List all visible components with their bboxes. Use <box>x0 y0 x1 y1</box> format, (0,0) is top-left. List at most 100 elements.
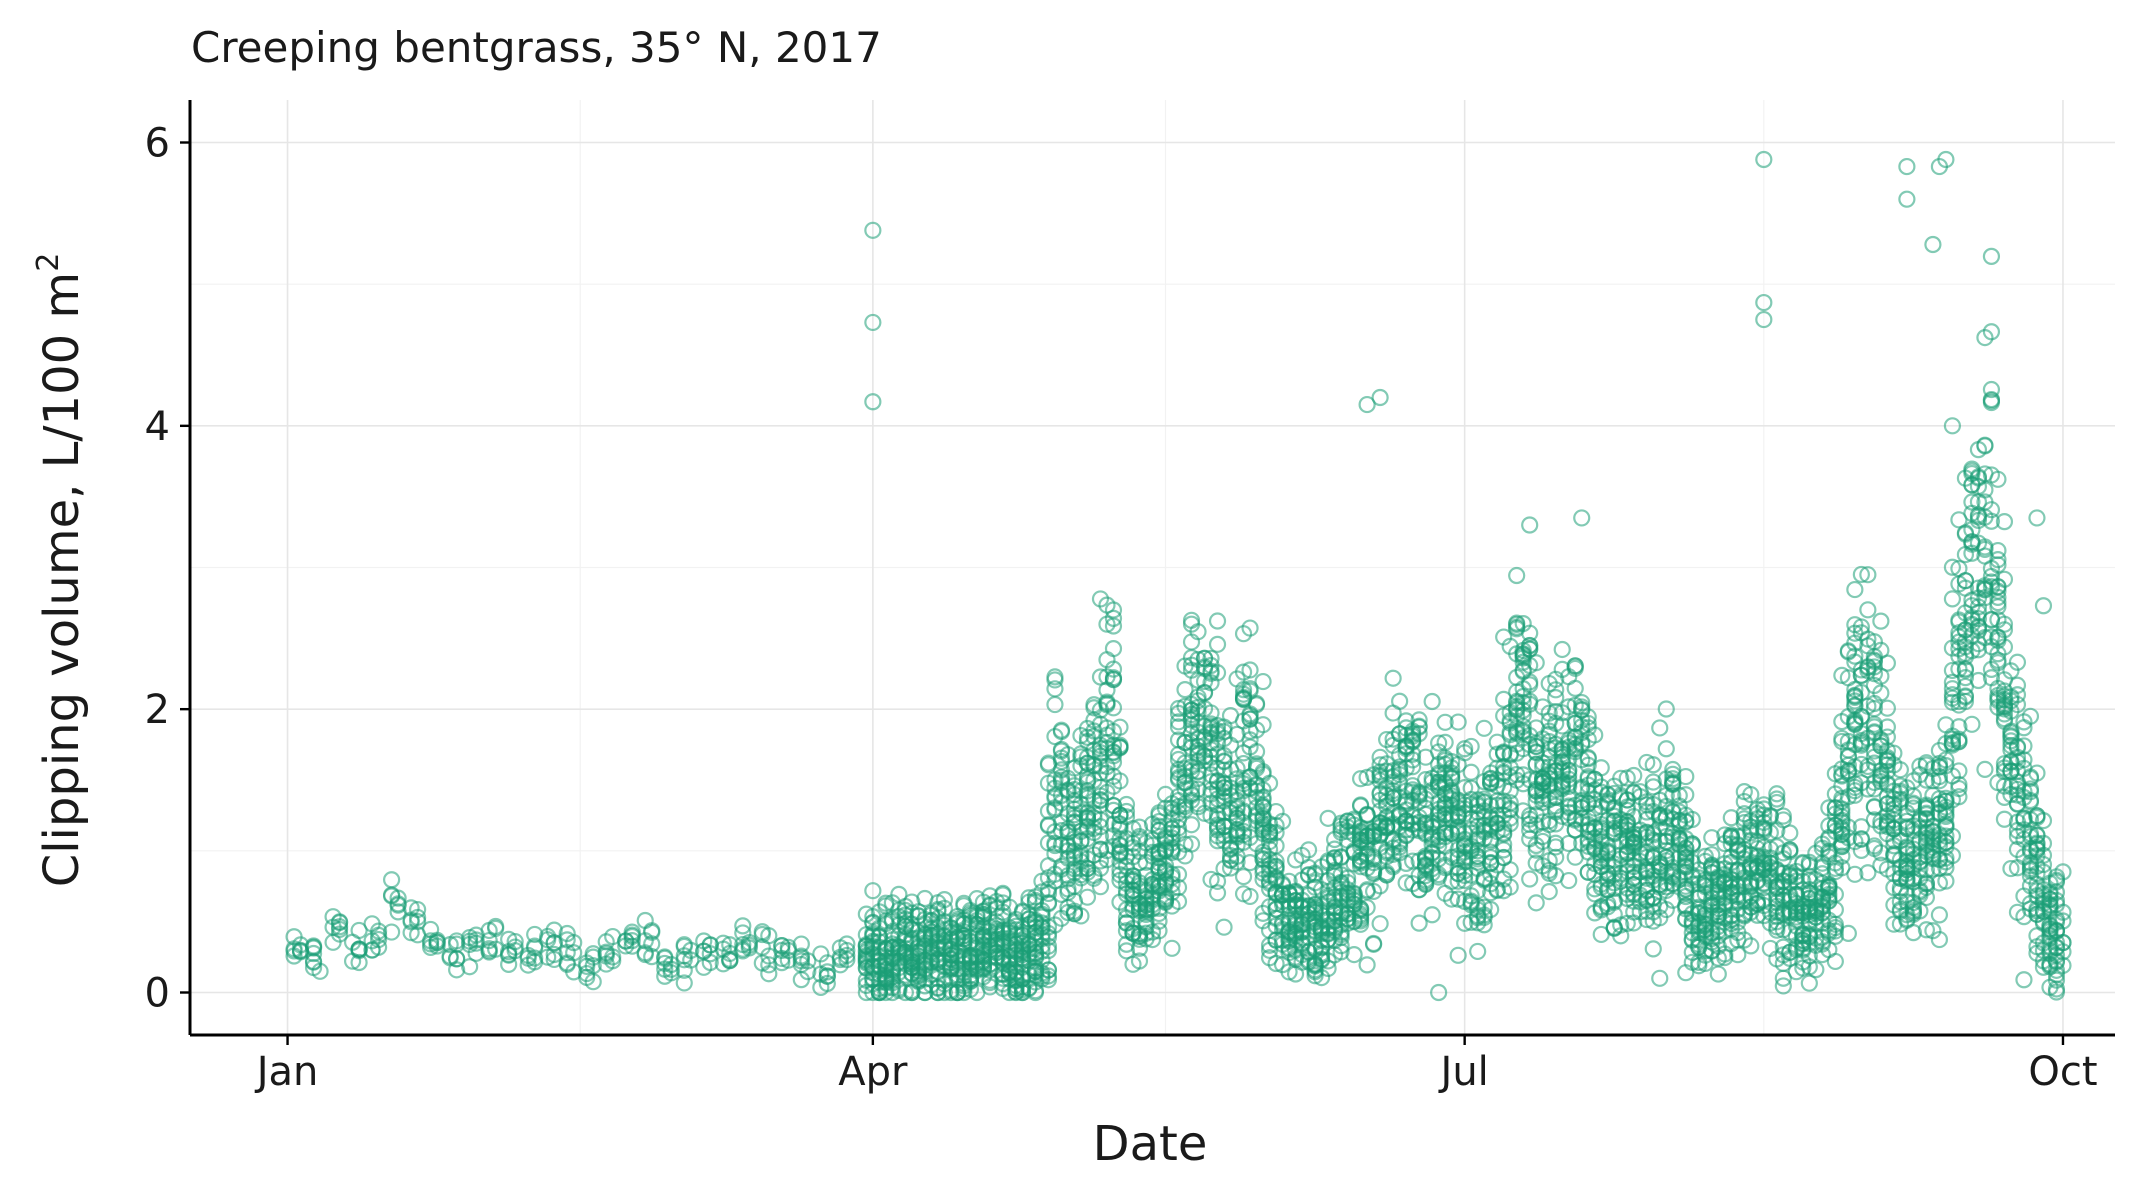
data-point <box>1111 736 1129 754</box>
data-point <box>994 884 1012 903</box>
data-point <box>734 917 752 935</box>
data-point <box>1182 708 1201 726</box>
data-point <box>1260 949 1279 967</box>
data-point <box>1410 717 1428 735</box>
data-point <box>2034 597 2053 615</box>
data-point <box>1566 679 1584 697</box>
data-point <box>1306 864 1324 882</box>
data-point <box>1430 734 1448 752</box>
data-point <box>1312 944 1331 962</box>
data-point <box>1150 912 1168 930</box>
data-point <box>1358 898 1376 917</box>
data-point <box>1163 865 1181 883</box>
data-point <box>1553 640 1571 659</box>
data-point <box>695 932 713 950</box>
data-point <box>1091 818 1110 836</box>
data-point <box>1378 817 1396 835</box>
x-tick-label: Apr <box>838 1049 908 1095</box>
data-point <box>1228 853 1246 871</box>
chart-title: Creeping bentgrass, 35° N, 2017 <box>191 23 882 72</box>
data-point <box>656 954 674 973</box>
data-point <box>1384 669 1402 687</box>
data-point <box>623 932 641 950</box>
data-point <box>363 941 381 959</box>
data-point <box>1247 755 1266 773</box>
data-point <box>1449 946 1467 964</box>
data-point <box>818 974 836 993</box>
data-point <box>1234 681 1253 699</box>
data-point <box>1644 940 1662 958</box>
x-tick-label: Jul <box>1438 1049 1489 1095</box>
data-point <box>818 967 836 985</box>
data-point <box>1169 819 1188 837</box>
data-point <box>1260 774 1279 792</box>
data-point <box>487 919 505 938</box>
data-point <box>792 947 810 965</box>
x-axis-title: Date <box>1093 1116 1208 1172</box>
data-point <box>1846 580 1864 599</box>
data-point <box>1306 967 1324 985</box>
data-point <box>1208 884 1227 902</box>
data-point <box>1527 894 1545 912</box>
data-point <box>1026 983 1045 1002</box>
y-tick-label: 0 <box>145 971 170 1017</box>
data-point <box>1085 711 1103 729</box>
data-point <box>760 965 778 983</box>
data-point <box>1352 915 1370 933</box>
data-point <box>1378 864 1396 882</box>
data-point <box>350 953 368 972</box>
data-point <box>1423 692 1441 711</box>
data-point <box>792 955 810 974</box>
data-point <box>1247 743 1266 761</box>
data-point <box>1898 157 1916 176</box>
data-point <box>1976 760 1994 778</box>
data-point <box>1104 669 1123 687</box>
data-point <box>1091 668 1110 686</box>
data-point <box>1254 672 1272 691</box>
y-tick-label: 2 <box>145 687 170 733</box>
data-point <box>1462 763 1480 781</box>
data-point <box>1202 662 1220 680</box>
data-point <box>1104 617 1123 635</box>
data-point <box>1456 866 1474 884</box>
data-point <box>1365 935 1383 953</box>
data-point <box>1423 860 1441 878</box>
data-point <box>1443 759 1461 777</box>
data-point <box>1573 509 1591 527</box>
data-point <box>1169 865 1188 883</box>
data-point <box>1872 612 1890 630</box>
data-point <box>929 969 947 988</box>
data-point <box>1325 852 1344 870</box>
data-point <box>617 932 635 950</box>
data-point <box>1241 705 1259 723</box>
data-point <box>1039 834 1058 852</box>
data-point <box>1039 961 1058 979</box>
data-point <box>324 908 342 926</box>
data-point <box>1475 719 1493 737</box>
data-point <box>1104 609 1123 627</box>
data-point <box>1241 887 1259 906</box>
data-point <box>1078 820 1097 839</box>
x-tick-label: Jan <box>254 1049 319 1095</box>
data-point <box>402 899 420 917</box>
data-point <box>1417 875 1435 894</box>
data-point <box>448 961 466 979</box>
data-point <box>1930 906 1949 924</box>
data-point <box>1469 942 1487 961</box>
data-point <box>1859 601 1877 619</box>
data-point <box>1033 918 1051 937</box>
data-point <box>1397 874 1415 892</box>
data-point <box>714 934 732 952</box>
points-layer <box>285 150 2072 1002</box>
data-point <box>1215 761 1233 779</box>
data-point <box>558 944 576 962</box>
data-point <box>656 960 674 978</box>
data-point <box>838 941 856 960</box>
data-point <box>877 894 895 912</box>
data-point <box>2015 971 2033 989</box>
data-point <box>1371 388 1389 407</box>
data-point <box>1059 880 1077 898</box>
data-point <box>480 942 498 960</box>
data-point <box>1391 692 1409 710</box>
